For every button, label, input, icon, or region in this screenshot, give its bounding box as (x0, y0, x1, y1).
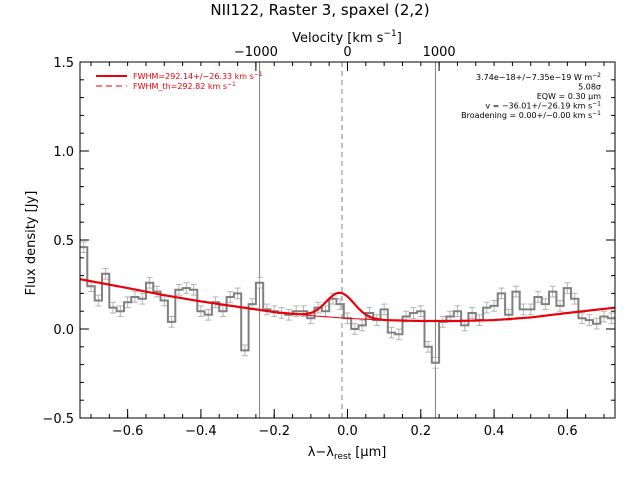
fit-annotation: Broadening = 0.00+/−0.00 km s−1 (461, 110, 601, 120)
top-tick-label: 1000 (423, 45, 456, 60)
top-axis-label-main: Velocity [km s (292, 31, 384, 46)
x-tick-label: −0.6 (112, 424, 144, 439)
x-tick-label: 0.6 (557, 424, 578, 439)
top-tick-label: −1000 (234, 45, 278, 60)
top-tick-label: 0 (343, 45, 351, 60)
x-axis-label-unit: [μm] (355, 445, 386, 460)
x-tick-label: 0.0 (337, 424, 358, 439)
svg-text:Velocity [km s−1]: Velocity [km s−1] (292, 29, 402, 46)
x-tick-label: −0.2 (258, 424, 290, 439)
x-tick-label: −0.4 (185, 424, 217, 439)
y-tick-label: −0.5 (42, 412, 74, 427)
y-axis-label: Flux density [Jy] (24, 191, 39, 296)
top-axis-label: Velocity [km s−1] (292, 29, 402, 46)
fit-annotation: 5.08σ (578, 83, 601, 92)
y-tick-label: 0.5 (53, 234, 74, 249)
legend-label: FWHM=292.14+/−26.33 km s−1 (133, 71, 263, 81)
y-tick-label: 1.5 (53, 56, 74, 71)
x-axis-label: λ−λrest [μm] (308, 445, 387, 462)
gaussian-fit-line (79, 278, 616, 323)
fit-annotation: 3.74e−18+/−7.35e−19 W m−2 (476, 72, 601, 82)
fit-annotation: EQW = 0.30 μm (537, 92, 601, 101)
chart-title: NII122, Raster 3, spaxel (2,2) (210, 1, 429, 19)
plot-area (79, 62, 616, 418)
x-tick-label: 0.2 (410, 424, 431, 439)
y-tick-label: 0.0 (53, 323, 74, 338)
svg-text:λ−λrest[μm]: λ−λrest [μm] (308, 445, 387, 462)
legend-label: FWHM_th=292.82 km s−1 (133, 81, 236, 91)
top-axis-label-sup: −1 (383, 29, 396, 39)
axes: −0.6 −0.4 −0.2 0.0 0.2 0.4 0.6 −1000 0 1000 −0.5 0.… (42, 45, 616, 439)
y-tick-label: 1.0 (53, 145, 74, 160)
x-axis-label-main: λ−λ (308, 445, 335, 460)
top-axis-label-close: ] (397, 31, 402, 46)
fit-annotation: v = −36.01+/−26.19 km s−1 (485, 101, 601, 111)
x-tick-label: 0.4 (484, 424, 505, 439)
x-axis-label-sub: rest (334, 452, 352, 462)
legend: FWHM=292.14+/−26.33 km s−1FWHM_th=292.82… (96, 71, 263, 91)
